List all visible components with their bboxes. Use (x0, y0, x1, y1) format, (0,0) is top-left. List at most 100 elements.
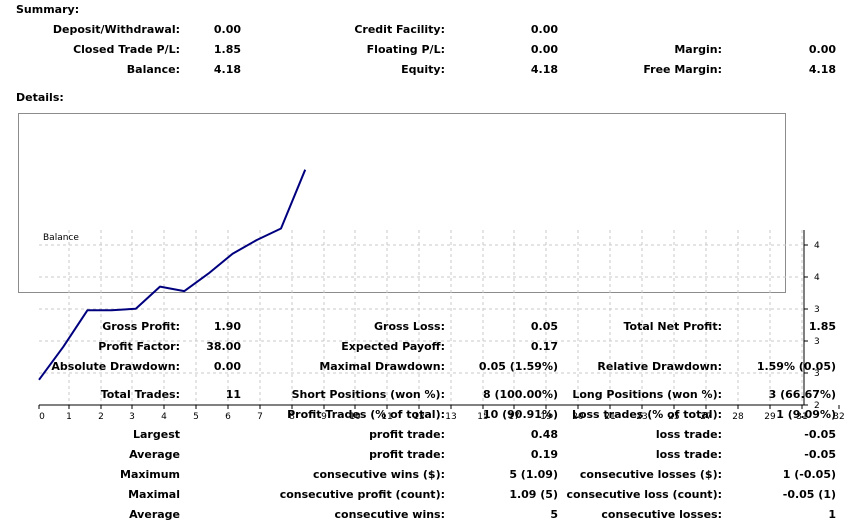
details-value: 5 (550, 508, 558, 521)
y-tick-label: 2 (814, 401, 820, 411)
details-label: Maximal Drawdown: (319, 360, 445, 373)
details-value: 0.48 (530, 428, 558, 441)
x-tick-label: 21 (604, 412, 615, 422)
x-tick-label: 28 (732, 412, 744, 422)
summary-title: Summary: (16, 3, 80, 16)
details-value: 1.09 (5) (509, 488, 558, 501)
details-value: 1.90 (213, 320, 241, 333)
x-tick-label: 2 (98, 412, 104, 422)
details-label: Expected Payoff: (341, 340, 445, 353)
details-value: 0.17 (530, 340, 558, 353)
details-label: Profit Factor: (98, 340, 180, 353)
details-value: 0.05 (530, 320, 558, 333)
x-tick-label: 4 (161, 412, 167, 422)
details-value: 10 (90.91%) (482, 408, 558, 421)
x-tick-label: 25 (668, 412, 679, 422)
x-tick-label: 12 (413, 412, 424, 422)
summary-label: Floating P/L: (366, 43, 445, 56)
x-tick-label: 7 (257, 412, 263, 422)
details-value: 1.59% (0.05) (756, 360, 836, 373)
summary-label: Closed Trade P/L: (73, 43, 180, 56)
details-label: Profit Trades (% of total): (287, 408, 445, 421)
details-value: 0.00 (213, 360, 241, 373)
x-tick-label: 23 (636, 412, 647, 422)
summary-value: 1.85 (213, 43, 241, 56)
details-label: consecutive profit (count): (279, 488, 445, 501)
details-label: consecutive wins ($): (312, 468, 445, 481)
x-tick-label: 5 (193, 412, 199, 422)
chart-title: Balance (43, 233, 79, 243)
details-label: Long Positions (won %): (572, 388, 722, 401)
x-tick-label: 9 (321, 412, 327, 422)
details-value: -0.05 (1) (782, 488, 836, 501)
details-label: consecutive losses ($): (579, 468, 722, 481)
balance-series-line (38, 169, 307, 381)
summary-label: Credit Facility: (354, 23, 445, 36)
summary-label: Equity: (401, 63, 445, 76)
summary-value: 4.18 (213, 63, 241, 76)
summary-label: Balance: (126, 63, 180, 76)
details-value: 1 (-0.05) (782, 468, 836, 481)
details-label: Short Positions (won %): (291, 388, 445, 401)
balance-chart: 0 1 2 3 4 5 6 7 8 9 10 11 12 13 15 17 19 20 21 23 25 27 28 29 31… (18, 113, 845, 422)
details-value: 8 (100.00%) (482, 388, 558, 401)
summary-value: 0.00 (530, 43, 558, 56)
x-tick-label: 3 (129, 412, 135, 422)
details-value: -0.05 (804, 448, 836, 461)
x-tick-label: 19 (540, 412, 552, 422)
details-label: Total Trades: (100, 388, 180, 401)
y-tick-label: 4 (814, 273, 820, 283)
details-value: 11 (225, 388, 241, 401)
details-label: Maximal (128, 488, 180, 501)
details-label: Gross Profit: (102, 320, 180, 333)
x-tick-label: 10 (349, 412, 361, 422)
details-value: 3 (66.67%) (768, 388, 836, 401)
x-tick-label: 17 (508, 412, 519, 422)
details-value: 38.00 (206, 340, 241, 353)
x-tick-label: 0 (39, 412, 45, 422)
summary-value: 4.18 (808, 63, 836, 76)
details-value: 0.19 (530, 448, 558, 461)
details-label: loss trade: (655, 428, 722, 441)
summary-value: 0.00 (213, 23, 241, 36)
x-tick-label: 11 (381, 412, 392, 422)
details-label: Gross Loss: (374, 320, 445, 333)
y-tick-label: 3 (814, 369, 820, 379)
y-tick-label: 3 (814, 337, 820, 347)
x-tick-label: 8 (289, 412, 295, 422)
details-label: profit trade: (369, 448, 445, 461)
details-title: Details: (16, 91, 64, 104)
x-tick-label: 20 (572, 412, 584, 422)
details-value: 5 (1.09) (509, 468, 558, 481)
details-label: Total Net Profit: (623, 320, 723, 333)
details-label: loss trade: (655, 448, 722, 461)
x-tick-label: 32 (833, 412, 844, 422)
details-label: Average (129, 448, 180, 461)
y-tick-label: 3 (814, 305, 820, 315)
details-label: consecutive losses: (601, 508, 722, 521)
details-value: 1 (828, 508, 836, 521)
summary-label: Margin: (674, 43, 722, 56)
summary-value: 0.00 (808, 43, 836, 56)
details-value: -0.05 (804, 428, 836, 441)
details-label: consecutive wins: (334, 508, 445, 521)
summary-value: 0.00 (530, 23, 558, 36)
details-label: Maximum (120, 468, 180, 481)
details-label: Absolute Drawdown: (51, 360, 180, 373)
x-tick-label: 15 (477, 412, 488, 422)
details-label: Largest (133, 428, 180, 441)
summary-label: Deposit/Withdrawal: (52, 23, 180, 36)
details-value: 1.85 (808, 320, 836, 333)
x-tick-label: 31 (796, 412, 807, 422)
balance-chart-svg: 0 1 2 3 4 5 6 7 8 9 10 11 12 13 15 17 19 20 21 23 25 27 28 29 31… (38, 169, 845, 422)
details-label: Relative Drawdown: (597, 360, 722, 373)
summary-value: 4.18 (530, 63, 558, 76)
x-tick-label: 6 (225, 412, 231, 422)
details-value: 0.05 (1.59%) (478, 360, 558, 373)
x-tick-label: 1 (66, 412, 72, 422)
details-label: Loss trades (% of total): (571, 408, 722, 421)
x-tick-label: 13 (445, 412, 456, 422)
summary-label: Free Margin: (643, 63, 722, 76)
details-label: profit trade: (369, 428, 445, 441)
x-tick-label: 29 (764, 412, 776, 422)
